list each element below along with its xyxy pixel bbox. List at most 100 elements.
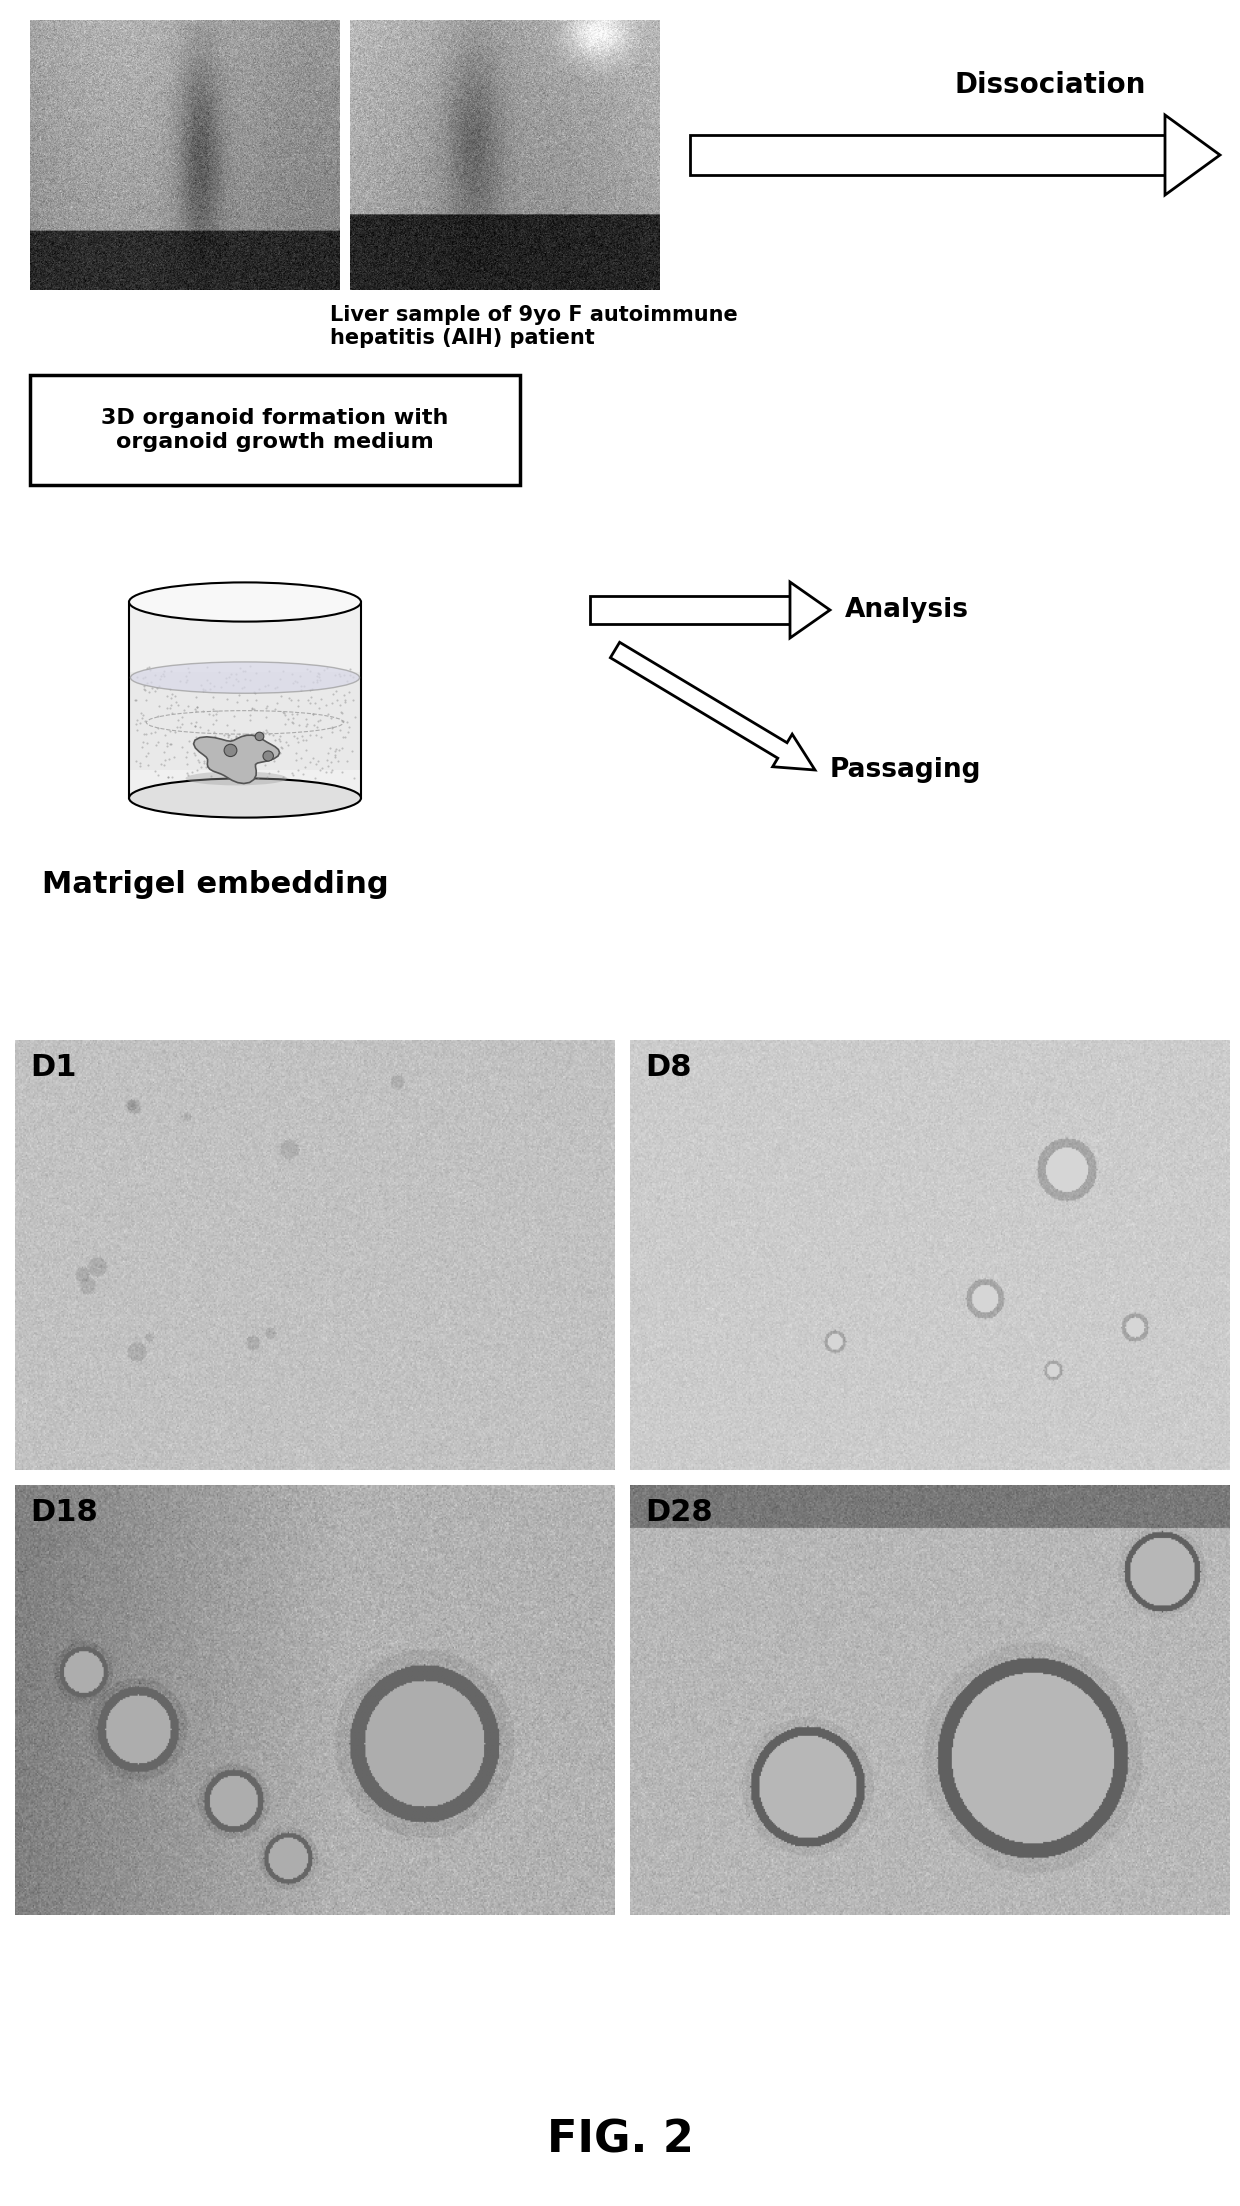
Point xyxy=(337,743,357,779)
Point xyxy=(226,655,246,690)
Point xyxy=(186,693,206,728)
Point xyxy=(241,702,260,737)
Point xyxy=(205,715,224,750)
Point xyxy=(286,743,306,779)
Point xyxy=(325,739,345,774)
Point xyxy=(264,743,284,779)
Point xyxy=(234,668,254,704)
Point xyxy=(300,743,320,779)
Point xyxy=(334,704,353,739)
Point xyxy=(224,737,244,772)
Point xyxy=(237,682,257,717)
Point xyxy=(332,730,352,765)
Point xyxy=(196,750,216,785)
Point xyxy=(136,651,156,686)
Point xyxy=(342,660,362,695)
Point xyxy=(268,752,288,788)
Point xyxy=(327,682,347,717)
Point xyxy=(136,739,156,774)
Point xyxy=(136,682,156,717)
Point xyxy=(207,697,227,732)
Point xyxy=(210,754,229,790)
Point xyxy=(149,668,169,704)
Point xyxy=(170,664,190,699)
Point xyxy=(325,657,345,693)
Point xyxy=(273,759,293,794)
Point xyxy=(343,761,363,796)
Point xyxy=(211,671,231,706)
Point xyxy=(160,715,180,750)
Point xyxy=(321,699,341,735)
Point xyxy=(213,728,233,763)
Point xyxy=(187,690,207,726)
Point xyxy=(272,730,291,765)
Point xyxy=(219,660,239,695)
Point xyxy=(317,651,337,686)
Point xyxy=(203,690,223,726)
Point xyxy=(300,717,320,752)
Point xyxy=(179,724,198,759)
Point xyxy=(223,668,243,704)
Circle shape xyxy=(255,732,264,741)
Point xyxy=(321,746,341,781)
Point xyxy=(296,721,316,757)
Point xyxy=(179,651,198,686)
Point xyxy=(193,724,213,759)
Point xyxy=(242,690,262,726)
Point xyxy=(258,666,278,702)
Polygon shape xyxy=(193,735,279,783)
Point xyxy=(138,748,157,783)
Point xyxy=(274,697,294,732)
Point xyxy=(284,757,304,792)
Point xyxy=(128,713,148,748)
Point xyxy=(253,715,273,750)
Point xyxy=(267,686,286,721)
Point xyxy=(207,743,227,779)
Point xyxy=(265,690,285,726)
Point xyxy=(281,682,301,717)
Point xyxy=(226,730,246,765)
Point xyxy=(146,671,166,706)
Point xyxy=(283,702,303,737)
Point xyxy=(181,706,201,741)
Point xyxy=(157,759,177,794)
Point xyxy=(275,706,295,741)
Point xyxy=(303,697,322,732)
Point xyxy=(228,677,248,713)
Point xyxy=(227,757,247,792)
Point xyxy=(246,682,265,717)
Point xyxy=(289,682,309,717)
Point xyxy=(200,697,219,732)
Point xyxy=(135,704,155,739)
Point xyxy=(126,704,146,739)
Point xyxy=(331,754,351,790)
Bar xyxy=(590,596,790,624)
Point xyxy=(201,671,221,706)
Point xyxy=(241,649,260,684)
Point xyxy=(149,688,169,724)
Point xyxy=(308,708,327,743)
Point xyxy=(195,746,215,781)
Point xyxy=(130,706,150,741)
Point xyxy=(278,702,298,737)
Point xyxy=(126,706,146,741)
Point xyxy=(244,721,264,757)
Point xyxy=(259,754,279,790)
Point xyxy=(228,664,248,699)
Point xyxy=(202,697,222,732)
Point xyxy=(291,668,311,704)
Point xyxy=(275,724,295,759)
Point xyxy=(314,653,334,688)
Point xyxy=(167,710,187,746)
Bar xyxy=(689,135,1166,174)
Point xyxy=(325,737,345,772)
Point xyxy=(336,684,356,719)
Point xyxy=(288,688,308,724)
Point xyxy=(207,693,227,728)
Point xyxy=(165,739,185,774)
Point xyxy=(177,735,197,770)
Point xyxy=(206,704,226,739)
Point xyxy=(300,686,320,721)
Point xyxy=(281,704,301,739)
Point xyxy=(321,754,341,790)
